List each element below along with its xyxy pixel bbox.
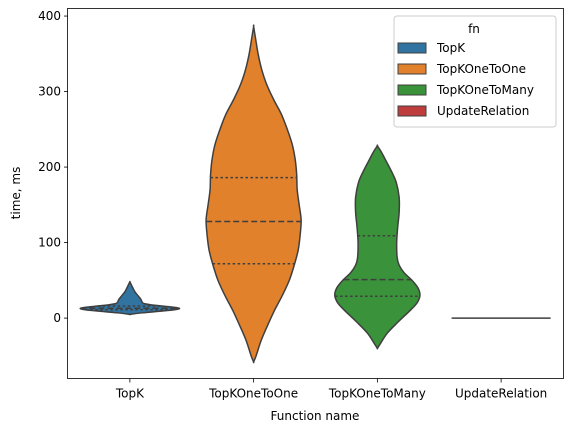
x-tick-label: UpdateRelation [455,387,547,401]
y-axis-ticks: 0 100 200 300 400 [38,9,68,325]
x-tick-label: TopKOneToMany [328,387,426,401]
y-tick-label: 200 [38,160,61,174]
legend-label-top-k: TopK [436,41,466,55]
violin-body [334,144,421,350]
x-axis-ticks: TopK TopKOneToOne TopKOneToMany UpdateRelat… [115,378,547,401]
y-tick-label: 0 [53,311,61,325]
x-axis-title: Function name [271,409,360,423]
violin-top-k [79,280,181,316]
legend-label-update-relation: UpdateRelation [437,104,529,118]
legend-frame [393,15,557,128]
y-tick-label: 100 [38,236,61,250]
violin-top-kone-to-many [334,144,421,350]
x-tick-label: TopK [115,387,145,401]
x-tick-label: TopKOneToOne [208,387,298,401]
legend-items: TopK TopKOneToOne TopKOneToMany UpdateRelat… [397,41,534,118]
legend-title: fn [468,22,480,36]
y-axis-title: time, ms [9,167,23,220]
legend-swatch-top-kone-to-one [397,63,427,75]
plot-frame [67,8,564,379]
legend-swatch-update-relation [397,105,427,117]
y-tick-label: 400 [38,9,61,23]
violin-body [205,24,302,364]
y-tick-label: 300 [38,85,61,99]
violin-body [79,280,181,316]
legend: fn TopK TopKOneToOne TopKOneToMany UpdateRe… [393,15,557,128]
legend-swatch-top-kone-to-many [397,84,427,96]
violin-top-kone-to-one [205,24,302,364]
violins-layer [79,24,551,364]
legend-swatch-top-k [397,42,427,54]
legend-label-top-kone-to-many: TopKOneToMany [436,83,534,97]
legend-label-top-kone-to-one: TopKOneToOne [436,62,526,76]
